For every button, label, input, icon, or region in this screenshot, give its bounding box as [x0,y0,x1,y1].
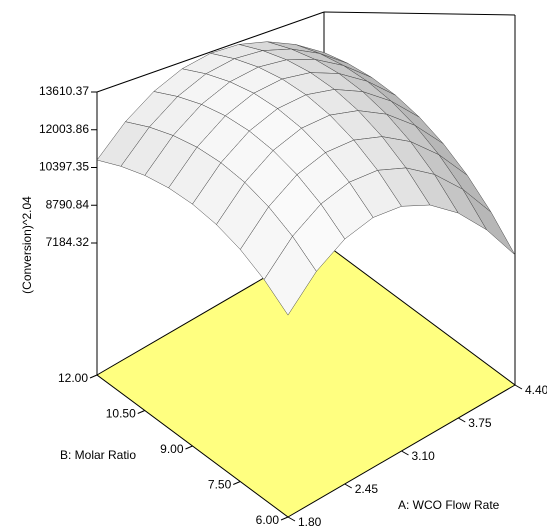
x-tick-label: 3.75 [468,416,492,430]
y-tick-label: 6.00 [256,513,280,527]
y-tick [89,374,98,379]
z-tick-label: 13610.37 [39,84,89,98]
z-tick-label: 7184.32 [46,235,90,249]
y-tick [233,481,241,485]
x-tick [458,417,466,423]
z-tick-label: 10397.35 [39,160,89,174]
y-tick-label: 10.50 [106,407,136,421]
y-tick-label: 7.50 [208,478,232,492]
x-tick-label: 2.45 [355,482,379,496]
z-tick-label: 12003.86 [39,122,89,136]
y-tick-label: 9.00 [160,442,184,456]
y-tick [280,516,289,521]
x-tick-label: 3.10 [412,449,436,463]
y-axis-title: B: Molar Ratio [60,448,136,462]
y-tick [185,445,193,450]
surface-patch [263,235,317,316]
x-tick-label: 4.40 [525,383,547,397]
x-tick [401,450,409,456]
x-tick [287,516,296,522]
y-tick [137,410,145,414]
box-edge [323,11,516,16]
x-tick [514,384,523,390]
x-tick [344,483,352,489]
box-edge [96,11,325,93]
surface-patch [462,189,516,256]
x-tick-label: 1.80 [298,515,322,529]
x-axis-title: A: WCO Flow Rate [398,498,500,512]
z-axis-title: (Conversion)^2.04 [20,196,34,294]
y-tick-label: 12.00 [58,371,88,385]
z-tick-label: 8790.84 [46,197,90,211]
